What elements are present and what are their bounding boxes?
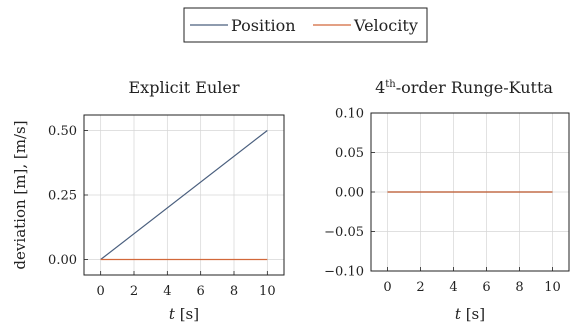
x-tick-label: 4 [449,280,457,295]
y-tick-label: 0.10 [335,107,364,122]
chart-title: Explicit Euler [129,78,240,97]
legend: Position Velocity [183,7,428,43]
y-tick-label: 0.00 [335,186,364,201]
y-tick-label: 0.00 [48,253,77,268]
chart-title: 4th-order Runge-Kutta [375,78,553,97]
y-tick-label: 0.50 [48,124,77,139]
legend-label-velocity: Velocity [353,16,418,35]
title-rest: -order Runge-Kutta [396,78,554,97]
x-tick-label: 4 [163,284,171,299]
title-main: 4 [375,78,385,97]
x-axis-label: t [s] [169,305,199,323]
x-tick-label: 10 [544,280,561,295]
series-line-position [100,130,268,260]
legend-label-position: Position [231,16,296,35]
x-tick-label: 2 [416,280,424,295]
panel-explicit-euler: Explicit Euler 0 2 4 6 8 10 0.00 0.25 0.50 t [s… [11,78,285,323]
title-superscript: th [385,79,396,90]
y-ticks: −0.10 −0.05 0.00 0.05 0.10 [324,107,375,280]
series-lines [100,130,268,261]
x-ticks: 0 2 4 6 8 10 [383,267,561,295]
x-tick-label: 8 [230,284,238,299]
x-tick-label: 0 [97,284,105,299]
x-tick-label: 8 [515,280,523,295]
y-tick-label: −0.10 [324,265,364,280]
x-tick-label: 2 [130,284,138,299]
y-tick-label: 0.05 [335,146,364,161]
x-axis-label: t [s] [455,305,485,323]
x-tick-label: 10 [259,284,276,299]
y-tick-label: 0.25 [48,189,77,204]
panel-runge-kutta: 4th-order Runge-Kutta 0 2 4 6 8 10 −0.10−0.05… [324,78,570,323]
x-ticks: 0 2 4 6 8 10 [97,271,276,299]
y-tick-label: −0.05 [324,225,364,240]
y-ticks: 0.00 0.25 0.50 [48,124,88,268]
y-axis-label: deviation [m], [m/s] [11,120,29,269]
x-tick-label: 6 [482,280,490,295]
x-tick-label: 6 [197,284,205,299]
x-tick-label: 0 [383,280,391,295]
